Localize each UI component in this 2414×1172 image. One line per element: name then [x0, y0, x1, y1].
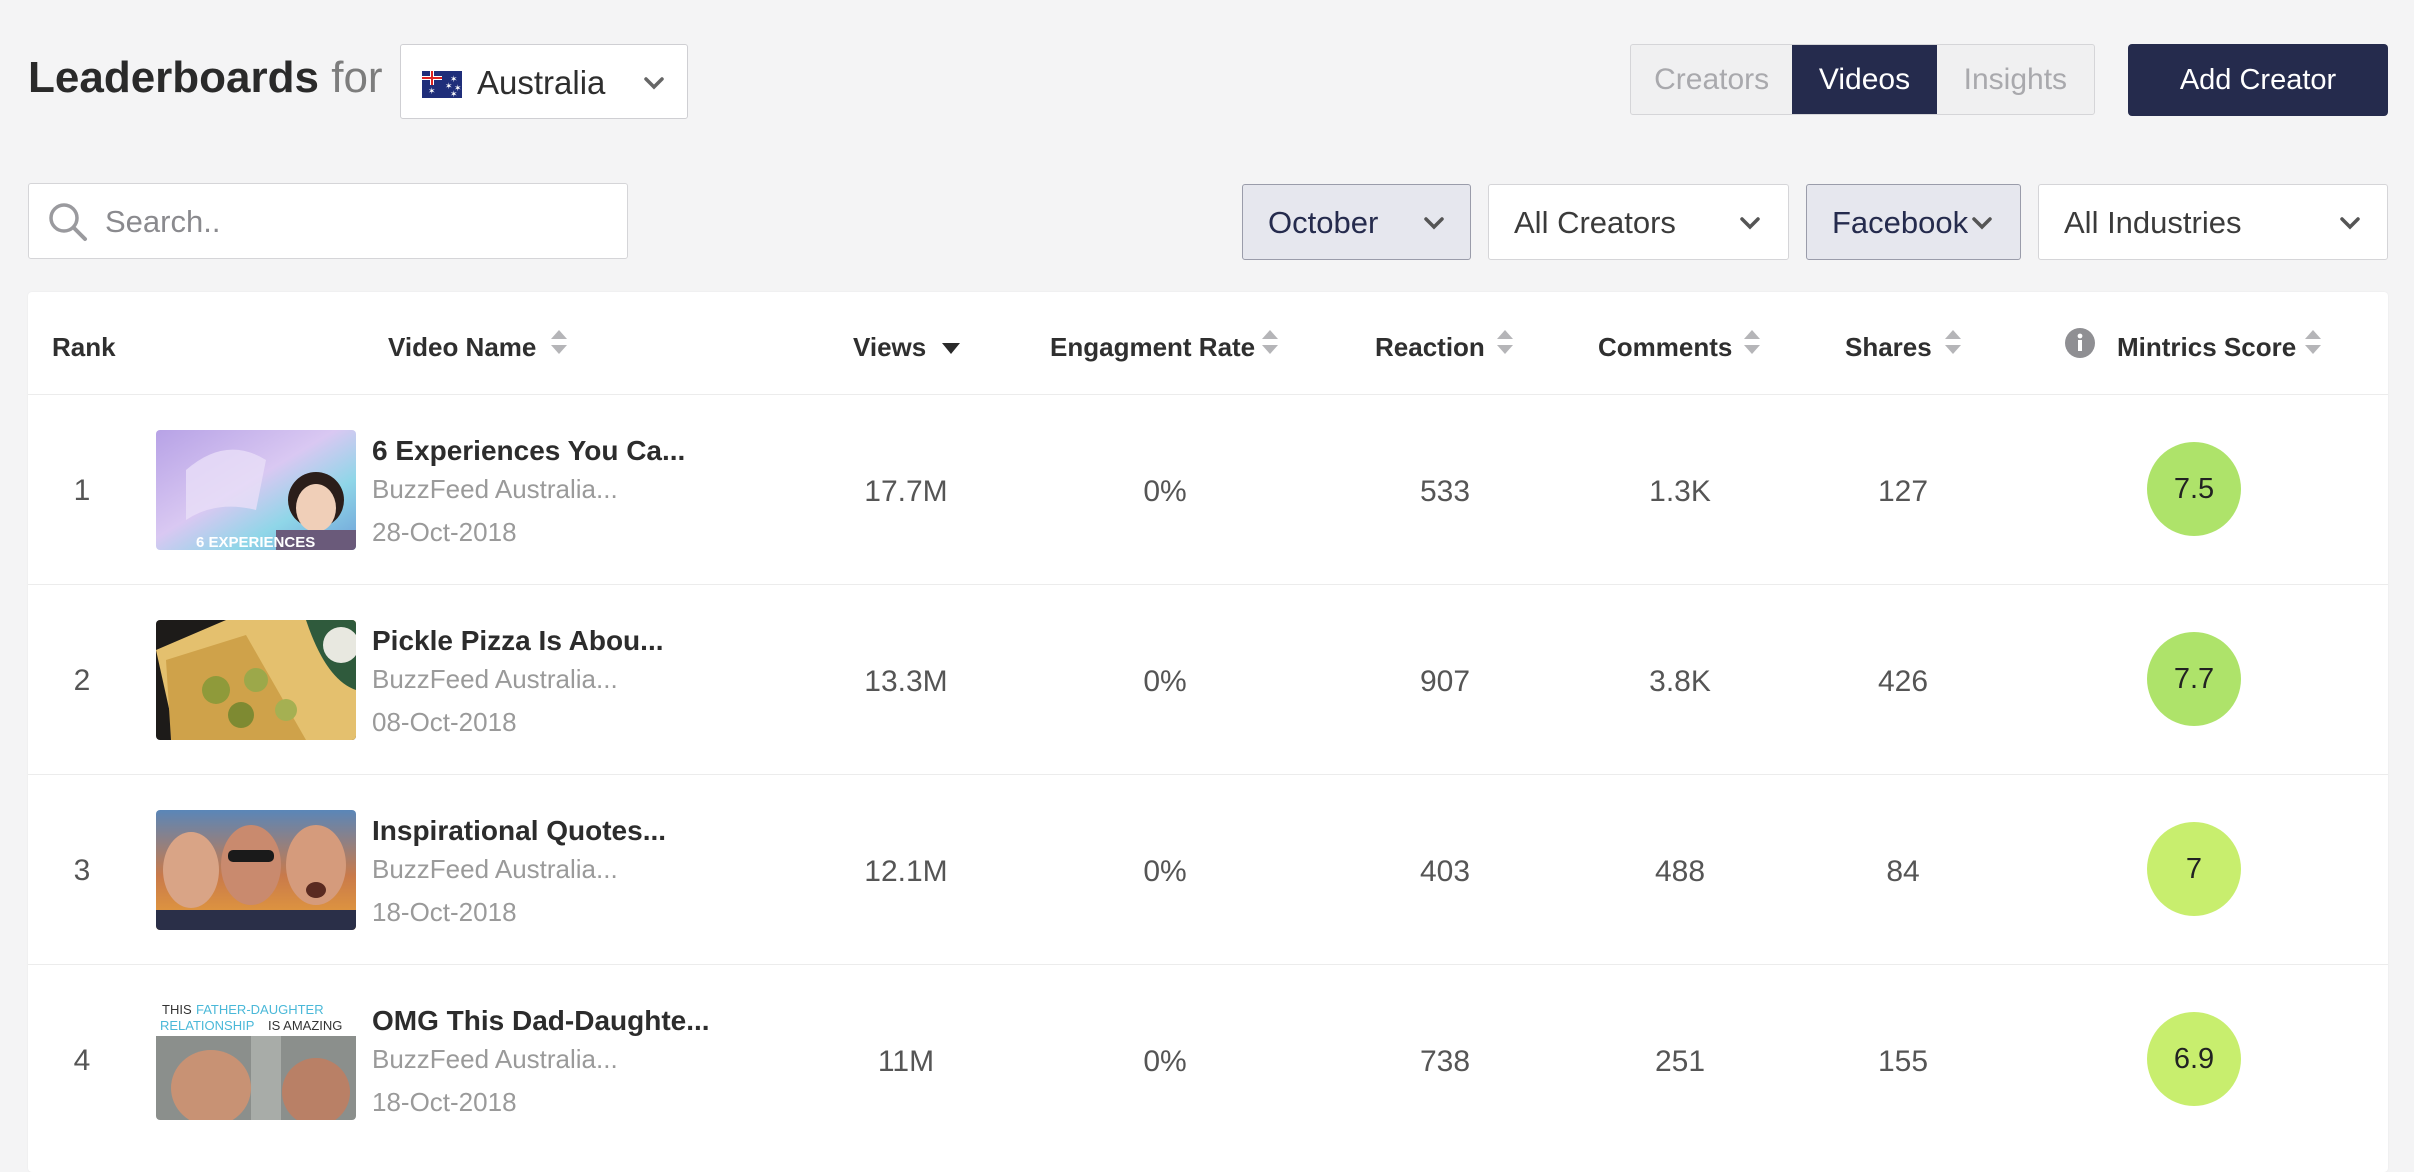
thumbnail-caption: RELATIONSHIP	[160, 1018, 254, 1033]
search-box	[28, 183, 628, 259]
tab-videos[interactable]: Videos	[1792, 45, 1937, 114]
views-cell: 13.3M	[864, 665, 948, 698]
page-title-for: for	[331, 53, 383, 102]
month-filter-value: October	[1268, 205, 1379, 240]
comments-cell: 488	[1654, 855, 1706, 888]
search-icon	[47, 201, 89, 248]
column-header-shares[interactable]: Shares	[1845, 332, 1932, 362]
video-title[interactable]: 6 Experiences You Ca...	[372, 435, 686, 466]
tab-creators[interactable]: Creators	[1654, 62, 1770, 96]
column-header-rank: Rank	[52, 332, 116, 362]
reaction-cell: 738	[1419, 1045, 1471, 1078]
score-badge: 7.7	[2147, 632, 2241, 726]
column-header-reaction[interactable]: Reaction	[1375, 332, 1485, 362]
sort-icon[interactable]	[1741, 327, 1763, 362]
sort-icon[interactable]	[1494, 327, 1516, 362]
views-cell: 17.7M	[864, 475, 948, 508]
video-thumbnail[interactable]: 6 EXPERIENCES	[156, 430, 356, 550]
reaction-cell: 403	[1419, 855, 1471, 888]
add-creator-button[interactable]: Add Creator	[2128, 44, 2388, 116]
view-tabs: Creators Videos Insights	[1630, 44, 2095, 115]
comments-cell: 3.8K	[1649, 665, 1711, 698]
rank-cell: 1	[73, 474, 91, 507]
video-creator: BuzzFeed Australia...	[372, 664, 618, 694]
column-header-comments[interactable]: Comments	[1598, 332, 1733, 362]
comments-cell: 1.3K	[1649, 475, 1711, 508]
industries-filter[interactable]: All Industries	[2038, 184, 2388, 260]
column-header-views[interactable]: Views	[853, 332, 927, 362]
chevron-down-icon	[1423, 215, 1444, 233]
reaction-cell: 907	[1419, 665, 1471, 698]
sort-icon[interactable]	[2302, 327, 2324, 362]
score-badge: 6.9	[2147, 1012, 2241, 1106]
column-header-video-name[interactable]: Video Name	[388, 332, 537, 362]
column-header-mintrics-score[interactable]: Mintrics Score	[2117, 332, 2297, 362]
creators-filter-value: All Creators	[1514, 205, 1676, 240]
page-title-main: Leaderboards	[28, 53, 319, 102]
engagement-cell: 0%	[1143, 665, 1187, 698]
video-thumbnail[interactable]: THIS FATHER-DAUGHTER RELATIONSHIP IS AMA…	[156, 1000, 356, 1120]
video-creator: BuzzFeed Australia...	[372, 1044, 618, 1074]
video-date: 28-Oct-2018	[372, 517, 517, 547]
search-input[interactable]	[103, 202, 607, 242]
sort-icon[interactable]	[1259, 327, 1281, 362]
divider	[28, 394, 2388, 395]
tab-insights[interactable]: Insights	[1963, 62, 2068, 96]
country-select[interactable]: ✶ ✶ ✶ ✶ ✶ Australia	[400, 44, 688, 119]
reaction-cell: 533	[1419, 475, 1471, 508]
shares-cell: 426	[1877, 665, 1929, 698]
video-date: 18-Oct-2018	[372, 897, 517, 927]
column-header-engagement-rate[interactable]: Engagment Rate	[1050, 332, 1256, 362]
shares-cell: 127	[1877, 475, 1929, 508]
shares-cell: 84	[1886, 855, 1920, 888]
video-creator: BuzzFeed Australia...	[372, 854, 618, 884]
views-cell: 12.1M	[864, 855, 948, 888]
country-select-value: Australia	[477, 64, 606, 101]
platform-filter[interactable]: Facebook	[1806, 184, 2021, 260]
video-title[interactable]: Inspirational Quotes...	[372, 815, 667, 846]
thumbnail-caption: 6 EXPERIENCES	[196, 534, 315, 550]
video-title[interactable]: Pickle Pizza Is Abou...	[372, 625, 664, 656]
views-cell: 11M	[877, 1045, 935, 1078]
engagement-cell: 0%	[1143, 855, 1187, 888]
info-icon[interactable]	[2064, 327, 2096, 364]
video-thumbnail[interactable]	[156, 620, 356, 740]
rank-cell: 4	[73, 1044, 91, 1077]
engagement-cell: 0%	[1143, 1045, 1187, 1078]
rank-cell: 2	[73, 664, 91, 697]
divider	[28, 964, 2388, 965]
sort-icon[interactable]	[1942, 327, 1964, 362]
video-title[interactable]: OMG This Dad-Daughte...	[372, 1005, 710, 1036]
video-creator: BuzzFeed Australia...	[372, 474, 618, 504]
chevron-down-icon	[643, 75, 664, 93]
platform-filter-value: Facebook	[1832, 205, 1969, 240]
page-title: Leaderboards for	[28, 50, 383, 106]
score-badge: 7	[2147, 822, 2241, 916]
month-filter[interactable]: October	[1242, 184, 1471, 260]
rank-cell: 3	[73, 854, 91, 887]
thumbnail-caption: FATHER-DAUGHTER	[196, 1002, 324, 1017]
thumbnail-caption: THIS	[162, 1002, 192, 1017]
sort-desc-icon[interactable]	[940, 340, 962, 361]
chevron-down-icon	[2339, 215, 2360, 233]
australia-flag-icon: ✶ ✶ ✶ ✶ ✶	[422, 71, 462, 98]
engagement-cell: 0%	[1143, 475, 1187, 508]
sort-icon[interactable]	[548, 327, 570, 362]
divider	[28, 774, 2388, 775]
creators-filter[interactable]: All Creators	[1488, 184, 1789, 260]
shares-cell: 155	[1877, 1045, 1929, 1078]
comments-cell: 251	[1654, 1045, 1706, 1078]
chevron-down-icon	[1739, 215, 1760, 233]
video-date: 08-Oct-2018	[372, 707, 517, 737]
leaderboard-table	[28, 292, 2388, 1172]
divider	[28, 584, 2388, 585]
video-date: 18-Oct-2018	[372, 1087, 517, 1117]
video-thumbnail[interactable]	[156, 810, 356, 930]
thumbnail-caption: IS AMAZING	[268, 1018, 342, 1033]
industries-filter-value: All Industries	[2064, 205, 2242, 240]
score-badge: 7.5	[2147, 442, 2241, 536]
chevron-down-icon	[1971, 215, 1992, 233]
